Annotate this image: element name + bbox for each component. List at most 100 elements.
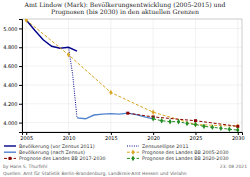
legend-marker (131, 156, 134, 162)
chart-svg: Amt Lindow (Mark): Bevölkerungsentwicklu… (0, 0, 250, 177)
x-tick: 2020 (147, 132, 160, 141)
y-tick-label: 4.400 (3, 82, 17, 88)
series (126, 112, 239, 128)
series-marker (194, 122, 197, 128)
series-line (26, 20, 238, 126)
y-tick: 4.200 (3, 101, 22, 107)
legend-label: Prognose des Landes BB 2017-2030 (19, 156, 106, 161)
x-tick-label: 2025 (190, 135, 203, 141)
series-line (26, 20, 77, 51)
legend-marker (9, 157, 12, 160)
y-tick: 5.000 (3, 26, 22, 32)
legend-swatch (4, 145, 16, 146)
legend: Bevölkerung (vor Zensus 2011) Zensusellip… (4, 144, 229, 162)
grid-line-x (237, 19, 238, 132)
legend-swatch (4, 158, 16, 159)
y-tick-label: 5.000 (3, 26, 17, 32)
legend-label: Prognose des Landes BB 2020-2030 (142, 156, 229, 161)
grid (22, 19, 242, 132)
x-tick: 2010 (63, 132, 76, 141)
y-tick-label: 4.000 (3, 120, 17, 126)
series-line (128, 113, 238, 126)
series-marker (228, 126, 231, 132)
grid-line-y (22, 103, 242, 104)
x-axis-line (23, 133, 243, 136)
legend-swatch (4, 151, 16, 152)
legend-label: Prognose des Landes BB 2005-2030 (142, 150, 229, 155)
series-marker (152, 116, 155, 122)
chart-container: Amt Lindow (Mark): Bevölkerungsentwicklu… (0, 0, 250, 177)
y-tick-label: 4.800 (3, 44, 17, 50)
series-line (69, 47, 77, 118)
series-marker (211, 124, 214, 130)
series-marker (177, 119, 180, 125)
legend-item: Zensusellipse 2011 (127, 144, 189, 149)
y-tick-label: 4.200 (3, 101, 17, 107)
x-tick-label: 2010 (63, 135, 76, 141)
x-tick: 2015 (105, 132, 118, 141)
legend-item: Bevölkerung (nach Zensus) (4, 150, 85, 155)
grid-line-y (22, 66, 242, 67)
y-tick: 4.600 (3, 63, 22, 69)
y-tick: 4.800 (3, 44, 22, 50)
grid-line-x (195, 19, 196, 132)
legend-marker (131, 149, 134, 155)
x-tick: 2005 (20, 132, 33, 141)
series-marker (219, 125, 222, 131)
series-line (153, 119, 238, 130)
series (152, 116, 240, 132)
x-tick: 2025 (190, 132, 203, 141)
y-tick-mark (19, 28, 22, 29)
series-marker (185, 121, 188, 127)
series-marker (25, 19, 28, 23)
plot-area: 2005201020152020202520304.0004.2004.4004… (3, 17, 244, 141)
legend-label: Zensusellipse 2011 (142, 144, 189, 149)
grid-line-x (68, 19, 69, 132)
x-tick-label: 2020 (147, 135, 160, 141)
series-marker (109, 90, 112, 96)
series-marker (202, 124, 205, 130)
legend-label: Bevölkerung (nach Zensus) (19, 150, 85, 155)
series (26, 20, 77, 51)
series (69, 47, 77, 118)
x-tick-label: 2030 (232, 135, 245, 141)
y-tick: 4.000 (3, 120, 22, 126)
series (25, 19, 240, 129)
x-tick-label: 2005 (20, 135, 33, 141)
annotation: Quellen: Amt für Statistik Berlin-Brande… (3, 171, 187, 176)
y-tick-mark (19, 104, 22, 105)
series-marker (160, 118, 163, 124)
x-tick-label: 2015 (105, 135, 118, 141)
series-layer (25, 19, 240, 132)
series-marker (67, 52, 70, 58)
series-marker (194, 122, 197, 128)
title-line: Prognosen (bis 2030) in den aktuellen Gr… (51, 8, 199, 16)
y-tick-mark (19, 85, 22, 86)
y-axis: 4.000 4.200 4.400 4.600 4.800 5.000 (3, 20, 22, 133)
grid-line-x (26, 19, 27, 132)
annotation: 23. 08 2021 (220, 164, 247, 169)
series-line (77, 113, 153, 119)
y-tick-label: 4.600 (3, 63, 17, 69)
y-tick-mark (19, 66, 22, 67)
y-tick: 4.400 (3, 82, 22, 88)
series-marker (236, 127, 239, 132)
legend-item: Prognose des Landes BB 2017-2030 (4, 156, 106, 161)
series-marker (152, 109, 155, 115)
grid-line-x (153, 19, 154, 132)
y-tick-mark (19, 123, 22, 124)
x-axis: 2005 2010 2015 2020 2025 2030 (20, 132, 244, 141)
series-marker (168, 119, 171, 125)
grid-line-y (22, 84, 242, 85)
series-marker (126, 112, 129, 115)
series (77, 113, 153, 119)
grid-line-y (22, 28, 242, 29)
title: Amt Lindow (Mark): Bevölkerungsentwicklu… (23, 1, 225, 16)
legend-item: Bevölkerung (vor Zensus 2011) (4, 144, 95, 149)
annotation: by Hans S. Thurfehl (3, 164, 47, 169)
y-axis-line (19, 20, 23, 133)
x-tick: 2030 (232, 132, 245, 141)
legend-item: Prognose des Landes BB 2020-2030 (127, 156, 229, 162)
y-tick-mark (19, 47, 22, 48)
legend-swatch (127, 146, 139, 147)
